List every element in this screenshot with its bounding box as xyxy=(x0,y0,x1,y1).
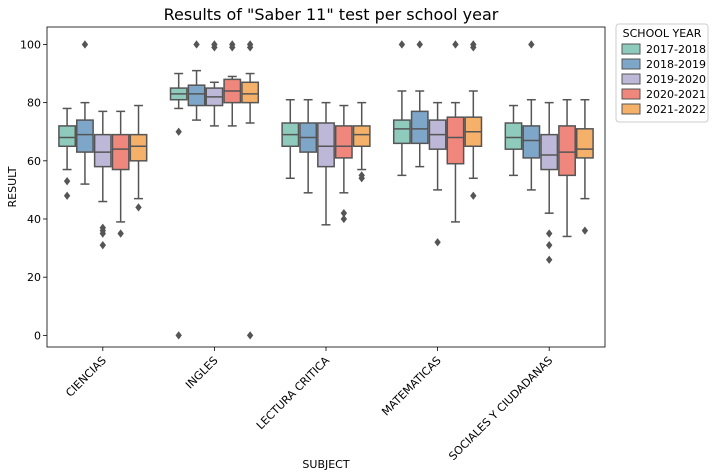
outlier-point xyxy=(211,43,218,52)
outlier-point xyxy=(546,255,553,264)
box-iqr xyxy=(522,125,541,159)
box-2020-2021-matematicas xyxy=(446,40,465,223)
box-2018-2019-sociales-y-ciudadanas xyxy=(522,40,541,191)
y-axis-title: RESULT xyxy=(6,166,19,207)
y-tick-label: 100 xyxy=(20,38,41,51)
box-2017-2018-ingles xyxy=(169,72,188,340)
box-iqr xyxy=(129,133,148,162)
outlier-point xyxy=(340,214,348,224)
box-iqr xyxy=(410,110,429,145)
x-tick-label: CIENCIAS xyxy=(63,354,109,400)
box-2019-2020-matematicas xyxy=(428,101,447,247)
y-tick-label: 0 xyxy=(34,329,41,342)
box-iqr xyxy=(540,133,559,171)
outlier-point xyxy=(193,40,200,49)
outlier-point xyxy=(358,174,365,183)
box-2020-2021-ingles xyxy=(223,40,242,127)
outlier-point xyxy=(246,43,254,52)
legend-title: SCHOOL YEAR xyxy=(623,27,702,40)
box-iqr xyxy=(58,125,77,148)
legend-swatch xyxy=(621,73,641,85)
outlier-point xyxy=(81,40,89,49)
legend-label: 2019-2020 xyxy=(646,73,706,86)
box-iqr xyxy=(187,84,206,107)
box-2020-2021-sociales-y-ciudadanas xyxy=(558,98,576,238)
legend-label: 2020-2021 xyxy=(646,88,706,101)
legend-swatch xyxy=(621,58,641,70)
box-2017-2018-ciencias xyxy=(58,107,77,200)
box-2021-2022-ciencias xyxy=(129,104,148,212)
outlier-point xyxy=(99,241,106,250)
box-2018-2019-lectura-critica xyxy=(299,98,318,194)
box-2019-2020-ciencias xyxy=(93,110,112,250)
box-iqr xyxy=(352,125,371,148)
outlier-point xyxy=(229,43,236,52)
x-tick-label: INGLES xyxy=(183,354,221,392)
legend-swatch xyxy=(621,88,641,100)
outlier-point xyxy=(581,226,589,235)
box-2020-2021-lectura-critica xyxy=(334,104,353,224)
legend-label: 2021-2022 xyxy=(646,103,706,116)
outlier-point xyxy=(246,331,254,340)
y-tick-label: 20 xyxy=(27,271,41,284)
outlier-point xyxy=(470,191,477,200)
box-iqr xyxy=(317,122,335,168)
box-iqr xyxy=(241,81,260,104)
box-iqr xyxy=(76,119,94,153)
box-2017-2018-lectura-critica xyxy=(281,98,300,180)
box-2021-2022-lectura-critica xyxy=(352,101,371,183)
y-tick-label: 60 xyxy=(27,155,41,168)
box-2018-2019-ingles xyxy=(187,40,206,121)
outlier-point xyxy=(546,241,553,250)
box-2018-2019-ciencias xyxy=(76,40,94,185)
box-iqr xyxy=(558,125,576,177)
x-tick-label: MATEMATICAS xyxy=(379,354,443,418)
box-2017-2018-matematicas xyxy=(392,40,411,177)
legend-swatch xyxy=(621,103,641,115)
box-iqr xyxy=(93,133,112,168)
box-2017-2018-sociales-y-ciudadanas xyxy=(504,104,523,177)
outlier-point xyxy=(340,209,348,218)
box-2020-2021-ciencias xyxy=(111,110,130,238)
box-2021-2022-ingles xyxy=(241,40,260,340)
box-iqr xyxy=(334,125,353,159)
outlier-point xyxy=(398,40,406,49)
outlier-point xyxy=(452,40,459,49)
outlier-point xyxy=(117,229,124,238)
y-tick-label: 80 xyxy=(27,97,41,110)
outlier-point xyxy=(135,203,142,212)
legend-label: 2018-2019 xyxy=(646,58,706,71)
legend-swatch xyxy=(621,43,641,55)
box-2018-2019-matematicas xyxy=(410,40,429,168)
outlier-point xyxy=(528,40,535,49)
outlier-point xyxy=(546,229,553,238)
plot-area: 0 20 40 60 80 100 CIENCIAS INGLES LECTURA CRITIC… xyxy=(20,26,606,463)
box-2019-2020-sociales-y-ciudadanas xyxy=(540,101,559,264)
legend-label: 2017-2018 xyxy=(646,43,706,56)
box-iqr xyxy=(111,133,130,171)
outlier-point xyxy=(416,40,423,49)
chart-title: Results of "Saber 11" test per school ye… xyxy=(164,5,499,24)
outlier-point xyxy=(175,127,182,136)
box-iqr xyxy=(575,128,594,159)
outlier-point xyxy=(470,43,477,52)
x-tick-label: LECTURA CRITICA xyxy=(254,354,332,432)
outlier-point xyxy=(175,331,182,340)
box-2021-2022-matematicas xyxy=(464,40,483,200)
outlier-point xyxy=(99,229,106,238)
x-axis-title: SUBJECT xyxy=(302,458,349,471)
box-iqr xyxy=(504,122,523,150)
x-tick-label: SOCIALES Y CIUDADANAS xyxy=(446,354,555,463)
legend: SCHOOL YEAR 2017-2018 2018-2019 2019-2020 2… xyxy=(615,23,709,123)
box-iqr xyxy=(446,116,465,165)
box-2019-2020-lectura-critica xyxy=(317,101,335,226)
box-2019-2020-ingles xyxy=(205,40,224,127)
outlier-point xyxy=(63,191,71,200)
outlier-point xyxy=(434,238,441,247)
y-tick-label: 40 xyxy=(27,213,41,226)
box-2021-2022-sociales-y-ciudadanas xyxy=(575,98,594,235)
outlier-point xyxy=(63,177,71,186)
box-iqr xyxy=(392,119,411,145)
